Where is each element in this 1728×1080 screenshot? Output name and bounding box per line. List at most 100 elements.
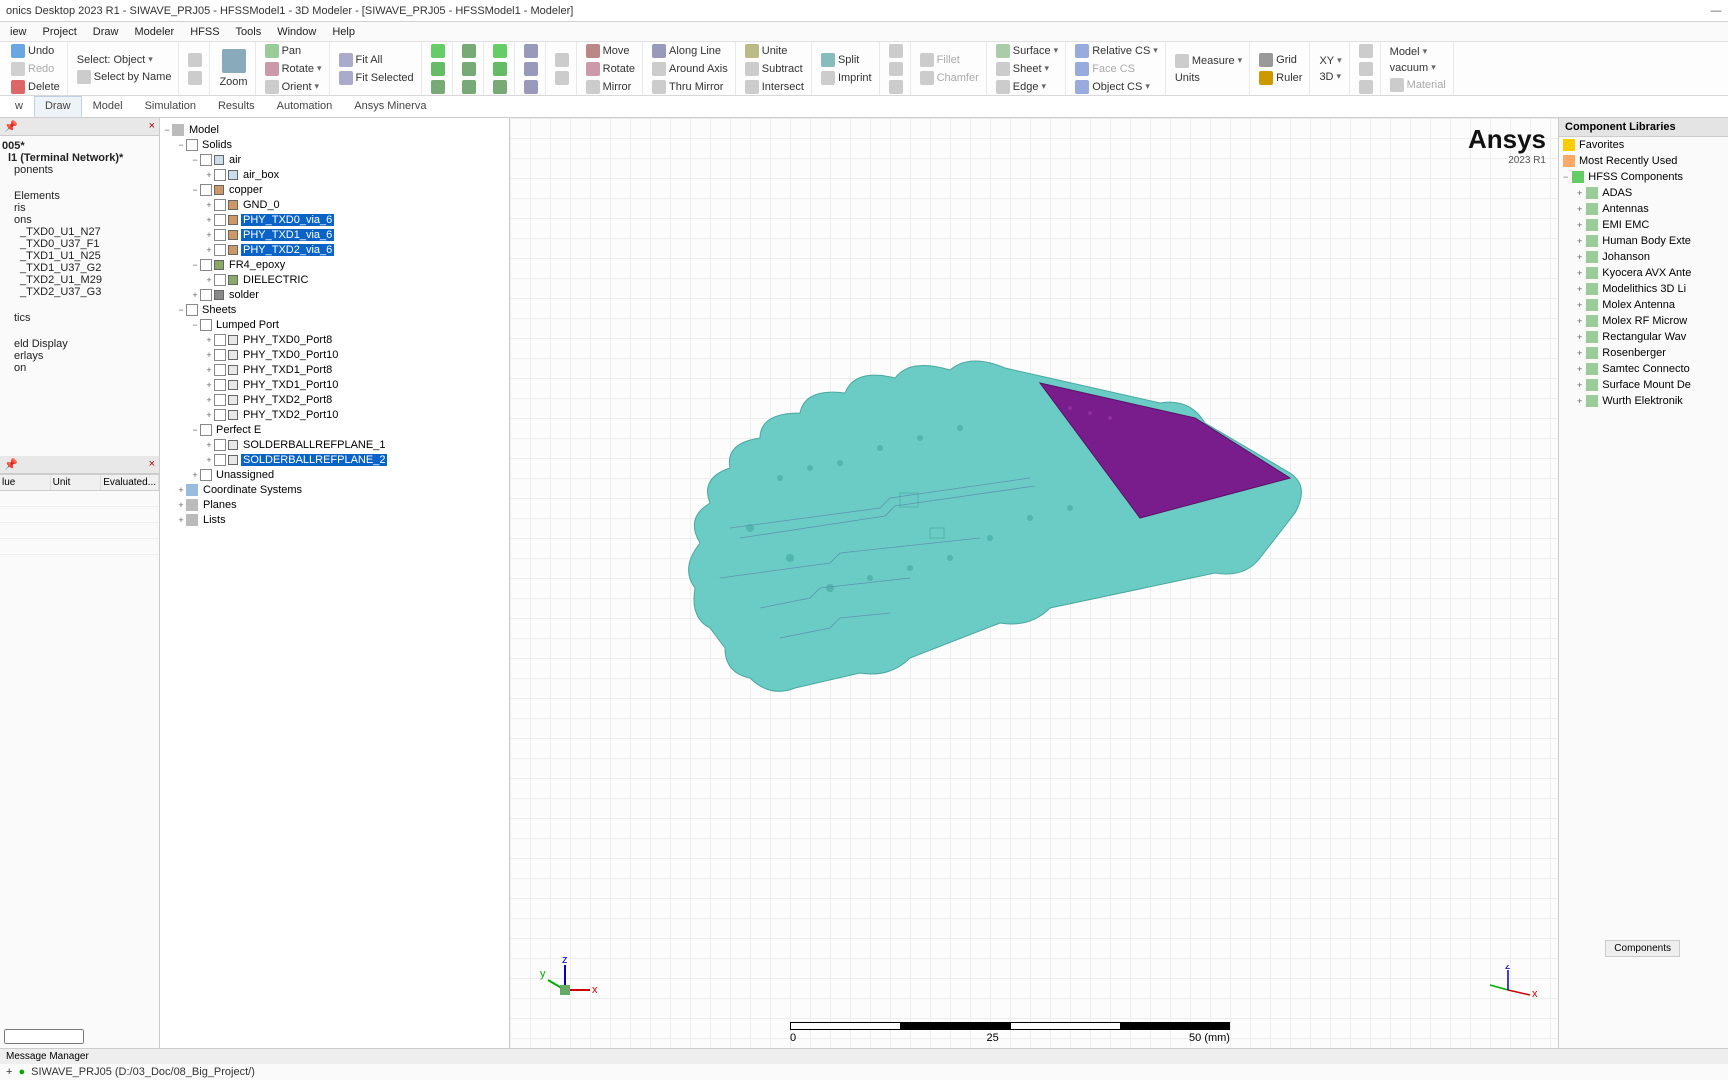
proj-item[interactable]: tics xyxy=(2,312,157,324)
imprint-button[interactable]: Imprint xyxy=(818,70,875,86)
lib-recent[interactable]: Most Recently Used xyxy=(1559,153,1728,169)
model-dropdown[interactable]: Model xyxy=(1387,45,1449,59)
line-1[interactable] xyxy=(521,43,541,59)
menu-tools[interactable]: Tools xyxy=(232,24,266,40)
menu-view[interactable]: iew xyxy=(6,24,31,40)
checkbox[interactable] xyxy=(214,199,226,211)
around-axis-button[interactable]: Around Axis xyxy=(649,61,731,77)
node-air[interactable]: air xyxy=(227,154,243,166)
node-via1[interactable]: PHY_TXD1_via_6 xyxy=(241,229,334,241)
checkbox[interactable] xyxy=(214,439,226,451)
lib-favorites[interactable]: Favorites xyxy=(1559,137,1728,153)
units-button[interactable]: Units xyxy=(1172,71,1245,85)
node-solids[interactable]: Solids xyxy=(200,139,234,151)
vis-1[interactable] xyxy=(1356,43,1376,59)
node-model[interactable]: Model xyxy=(187,124,221,136)
redo-button[interactable]: Redo xyxy=(8,61,63,77)
lib-rosenberger[interactable]: +Rosenberger xyxy=(1559,345,1728,361)
lib-molex-rf[interactable]: +Molex RF Microw xyxy=(1559,313,1728,329)
sheet-button[interactable]: Sheet xyxy=(993,61,1061,77)
lib-smt[interactable]: +Surface Mount De xyxy=(1559,377,1728,393)
f2[interactable] xyxy=(886,61,906,77)
lib-adas[interactable]: +ADAS xyxy=(1559,185,1728,201)
checkbox[interactable] xyxy=(214,334,226,346)
intersect-button[interactable]: Intersect xyxy=(742,79,807,95)
lib-kyocera[interactable]: +Kyocera AVX Ante xyxy=(1559,265,1728,281)
grid-button[interactable]: Grid xyxy=(1256,52,1305,68)
design-node[interactable]: l1 (Terminal Network)* xyxy=(2,152,157,164)
node-dielectric[interactable]: DIELECTRIC xyxy=(241,274,310,286)
msgmgr-message[interactable]: + ● SIWAVE_PRJ05 (D:/03_Doc/08_Big_Proje… xyxy=(0,1064,1728,1080)
vis-3[interactable] xyxy=(1356,79,1376,95)
line-3[interactable] xyxy=(521,79,541,95)
vis-2[interactable] xyxy=(1356,61,1376,77)
proj-item[interactable]: _TXD1_U37_G2 xyxy=(2,262,157,274)
shape-poly[interactable] xyxy=(490,79,510,95)
checkbox[interactable] xyxy=(214,214,226,226)
minimize-button[interactable]: — xyxy=(1710,5,1722,17)
checkbox[interactable] xyxy=(214,349,226,361)
measure-button[interactable]: Measure xyxy=(1172,53,1245,69)
relative-cs-button[interactable]: Relative CS xyxy=(1072,43,1161,59)
shape-sph[interactable] xyxy=(428,79,448,95)
checkbox[interactable] xyxy=(200,259,212,271)
checkbox[interactable] xyxy=(214,409,226,421)
checkbox[interactable] xyxy=(186,139,198,151)
lib-molex-ant[interactable]: +Molex Antenna xyxy=(1559,297,1728,313)
proj-item[interactable]: ons xyxy=(2,214,157,226)
node-port[interactable]: PHY_TXD2_Port10 xyxy=(241,409,340,421)
zoom-button[interactable]: Zoom xyxy=(216,48,250,89)
proj-item[interactable]: on xyxy=(2,362,157,374)
checkbox[interactable] xyxy=(200,319,212,331)
node-solder[interactable]: solder xyxy=(227,289,261,301)
checkbox[interactable] xyxy=(214,394,226,406)
node-port[interactable]: PHY_TXD1_Port8 xyxy=(241,364,334,376)
tool-btn-b[interactable] xyxy=(185,70,205,86)
node-perfe[interactable]: Perfect E xyxy=(214,424,263,436)
menu-project[interactable]: Project xyxy=(39,24,81,40)
chamfer-button[interactable]: Chamfer xyxy=(917,70,982,86)
delete-button[interactable]: Delete xyxy=(8,79,63,95)
components-tab[interactable]: Components xyxy=(1605,940,1680,957)
node-lumped[interactable]: Lumped Port xyxy=(214,319,281,331)
menu-modeler[interactable]: Modeler xyxy=(130,24,178,40)
move-button[interactable]: Move xyxy=(583,43,638,59)
proj-item[interactable]: erlays xyxy=(2,350,157,362)
rotate-button[interactable]: Rotate xyxy=(262,61,325,77)
menu-window[interactable]: Window xyxy=(273,24,320,40)
viewport-3d[interactable]: Ansys 2023 R1 xyxy=(510,118,1558,1048)
node-port[interactable]: PHY_TXD1_Port10 xyxy=(241,379,340,391)
line-2[interactable] xyxy=(521,61,541,77)
material-button[interactable]: Material xyxy=(1387,77,1449,93)
checkbox[interactable] xyxy=(214,274,226,286)
project-node[interactable]: 005* xyxy=(2,140,157,152)
menu-draw[interactable]: Draw xyxy=(89,24,123,40)
close-icon[interactable]: × xyxy=(149,458,155,471)
node-cs[interactable]: Coordinate Systems xyxy=(201,484,304,496)
col-unit[interactable]: Unit xyxy=(51,475,102,490)
shape-1[interactable] xyxy=(459,43,479,59)
lib-hfss[interactable]: −HFSS Components xyxy=(1559,169,1728,185)
unite-button[interactable]: Unite xyxy=(742,43,807,59)
pin-icon[interactable]: 📌 xyxy=(4,120,18,133)
proj-item[interactable]: ris xyxy=(2,202,157,214)
lib-emi[interactable]: +EMI EMC xyxy=(1559,217,1728,233)
undo-button[interactable]: Undo xyxy=(8,43,63,59)
node-gnd[interactable]: GND_0 xyxy=(241,199,282,211)
lib-antennas[interactable]: +Antennas xyxy=(1559,201,1728,217)
node-lists[interactable]: Lists xyxy=(201,514,228,526)
proj-item[interactable]: eld Display xyxy=(2,338,157,350)
3d-dropdown[interactable]: 3D xyxy=(1316,70,1344,84)
tool-btn-a[interactable] xyxy=(185,52,205,68)
xy-dropdown[interactable]: XY xyxy=(1316,54,1344,68)
col-value[interactable]: lue xyxy=(0,475,51,490)
surface-button[interactable]: Surface xyxy=(993,43,1061,59)
model-tree[interactable]: −Model −Solids −air +air_box −copper +GN… xyxy=(160,118,510,1048)
node-copper[interactable]: copper xyxy=(227,184,265,196)
pin-icon[interactable]: 📌 xyxy=(4,458,18,471)
proj-item[interactable]: _TXD2_U1_M29 xyxy=(2,274,157,286)
tab-results[interactable]: Results xyxy=(207,96,266,117)
shape-rect[interactable] xyxy=(490,43,510,59)
checkbox[interactable] xyxy=(214,229,226,241)
tab-0[interactable]: w xyxy=(4,96,34,117)
